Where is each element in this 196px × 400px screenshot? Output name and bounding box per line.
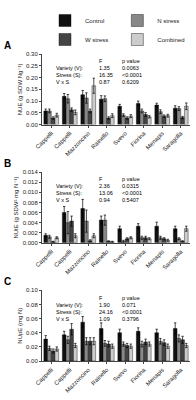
svg-text:0.014: 0.014	[23, 169, 39, 175]
svg-text:0.10: 0.10	[26, 287, 38, 293]
svg-text:Variety (V):: Variety (V):	[56, 183, 84, 189]
svg-text:Svevo: Svevo	[112, 248, 129, 265]
svg-text:C: C	[4, 276, 11, 287]
svg-text:Stress (S):: Stress (S):	[56, 309, 82, 315]
svg-text:Cappelli: Cappelli	[53, 249, 73, 269]
svg-text:1.90: 1.90	[99, 302, 110, 308]
svg-text:Fiorina: Fiorina	[129, 248, 147, 266]
svg-text:16.35: 16.35	[99, 72, 113, 78]
svg-text:Combined: Combined	[157, 37, 184, 43]
svg-text:0.006: 0.006	[23, 210, 39, 216]
svg-text:B: B	[4, 158, 11, 169]
svg-text:0.012: 0.012	[23, 179, 39, 185]
svg-text:V x S: V x S	[56, 197, 69, 203]
svg-text:0.6209: 0.6209	[122, 79, 139, 85]
svg-text:0.3796: 0.3796	[122, 316, 139, 322]
svg-text:Menapis: Menapis	[145, 367, 165, 387]
svg-text:Saragolla: Saragolla	[161, 130, 184, 153]
svg-text:0.000: 0.000	[23, 240, 39, 246]
svg-text:0.008: 0.008	[23, 200, 39, 206]
svg-text:p value: p value	[122, 295, 140, 301]
svg-text:Saragolla: Saragolla	[161, 366, 184, 389]
svg-text:Mazzoncino: Mazzoncino	[64, 248, 91, 275]
svg-text:0.15: 0.15	[26, 86, 38, 92]
svg-text:Rainello: Rainello	[90, 366, 110, 386]
svg-text:Svevo: Svevo	[112, 366, 129, 383]
svg-text:NUpE (mg N): NUpE (mg N)	[17, 308, 23, 344]
svg-text:0.10: 0.10	[26, 98, 38, 104]
svg-text:0.06: 0.06	[26, 316, 38, 322]
svg-text:Control: Control	[85, 18, 104, 24]
svg-text:0.00: 0.00	[26, 122, 38, 128]
svg-text:<0.0001: <0.0001	[122, 72, 142, 78]
svg-text:0.010: 0.010	[23, 189, 39, 195]
svg-text:0.002: 0.002	[23, 230, 39, 236]
svg-text:0.00: 0.00	[26, 358, 38, 364]
svg-text:0.0063: 0.0063	[122, 65, 139, 71]
svg-text:NUtE (g SDW² mg N⁻¹): NUtE (g SDW² mg N⁻¹)	[13, 176, 19, 238]
svg-text:0.08: 0.08	[26, 302, 38, 308]
svg-text:F: F	[99, 58, 103, 64]
svg-text:1.35: 1.35	[99, 65, 110, 71]
svg-text:Saragolla: Saragolla	[161, 248, 184, 271]
svg-text:F: F	[99, 176, 103, 182]
svg-text:p value: p value	[122, 176, 140, 182]
svg-text:Variety (V):: Variety (V):	[56, 302, 84, 308]
svg-text:Cappelli: Cappelli	[53, 130, 73, 150]
svg-text:<0.0001: <0.0001	[122, 309, 142, 315]
svg-text:2.36: 2.36	[99, 183, 110, 189]
svg-text:0.004: 0.004	[23, 220, 39, 226]
svg-text:0.071: 0.071	[122, 302, 136, 308]
svg-text:24.16: 24.16	[99, 309, 113, 315]
svg-text:<0.0001: <0.0001	[122, 190, 142, 196]
svg-text:Rainello: Rainello	[90, 248, 110, 268]
svg-text:W stress: W stress	[85, 37, 108, 43]
svg-text:0.87: 0.87	[99, 79, 110, 85]
svg-text:Stress (S):: Stress (S):	[56, 190, 82, 196]
svg-text:0.0315: 0.0315	[122, 183, 139, 189]
svg-text:Menapis: Menapis	[145, 249, 165, 269]
svg-text:0.02: 0.02	[26, 344, 38, 350]
svg-text:0.20: 0.20	[26, 75, 38, 81]
svg-text:Mazzoncino: Mazzoncino	[64, 366, 91, 393]
svg-text:Cappelli: Cappelli	[35, 367, 55, 387]
svg-text:NUE (g SDW Ng⁻¹): NUE (g SDW Ng⁻¹)	[17, 63, 23, 115]
svg-text:A: A	[4, 40, 11, 51]
svg-text:Svevo: Svevo	[112, 130, 129, 147]
svg-text:Cappelli: Cappelli	[35, 249, 55, 269]
svg-text:Fiorina: Fiorina	[129, 366, 147, 384]
svg-text:Menapis: Menapis	[145, 130, 165, 150]
svg-text:Cappelli: Cappelli	[53, 367, 73, 387]
svg-text:0.25: 0.25	[26, 63, 38, 69]
svg-text:0.04: 0.04	[26, 330, 38, 336]
svg-text:Fiorina: Fiorina	[129, 130, 147, 148]
svg-text:Variety (V):: Variety (V):	[56, 65, 84, 71]
svg-text:Rainello: Rainello	[90, 130, 110, 150]
svg-text:F: F	[99, 295, 103, 301]
svg-text:Stress (S):: Stress (S):	[56, 72, 82, 78]
svg-text:Mazzoncino: Mazzoncino	[64, 130, 91, 157]
svg-text:0.94: 0.94	[99, 197, 110, 203]
svg-text:0.5407: 0.5407	[122, 197, 139, 203]
svg-text:0.05: 0.05	[26, 110, 38, 116]
svg-text:1.09: 1.09	[99, 316, 110, 322]
svg-text:V x S: V x S	[56, 79, 69, 85]
svg-text:V x S: V x S	[56, 316, 69, 322]
svg-text:0.30: 0.30	[26, 51, 38, 57]
svg-text:13.06: 13.06	[99, 190, 113, 196]
svg-text:Cappelli: Cappelli	[35, 130, 55, 150]
svg-text:p value: p value	[122, 58, 140, 64]
svg-text:N stress: N stress	[157, 18, 179, 24]
